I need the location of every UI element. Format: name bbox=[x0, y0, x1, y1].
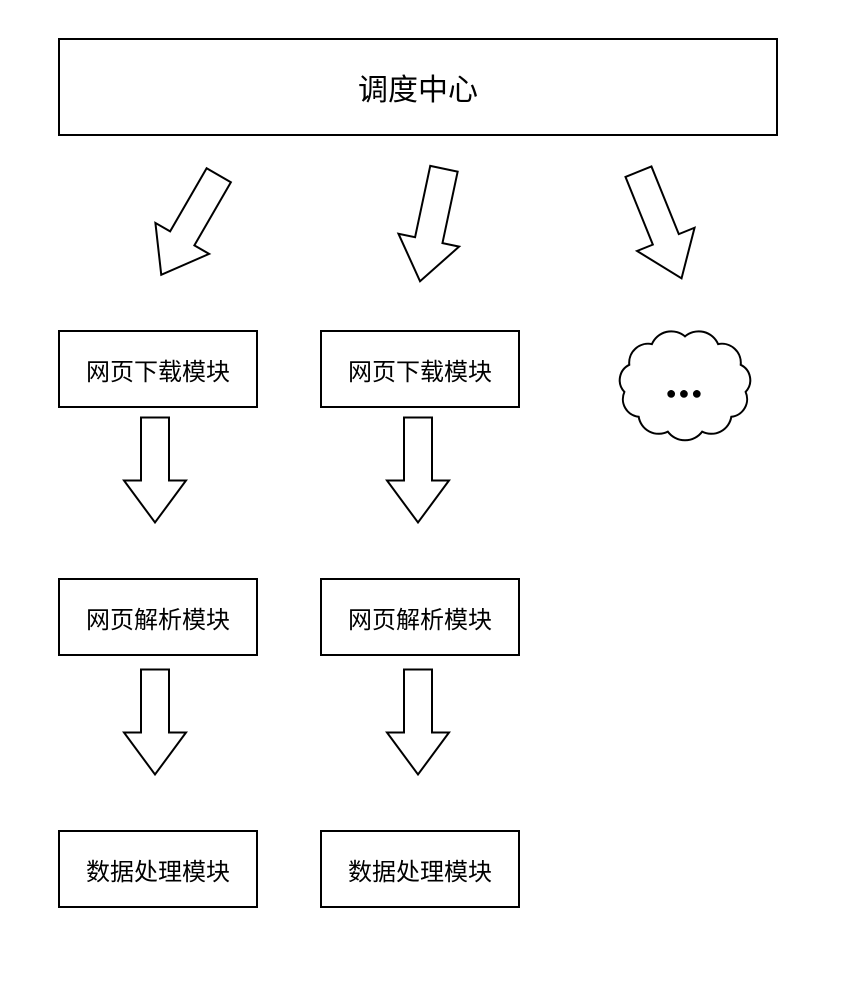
ellipsis-dots: ●●● bbox=[666, 383, 705, 403]
diag-arrow-1 bbox=[134, 160, 245, 291]
diag-arrow-3 bbox=[610, 160, 711, 290]
diagram-svg: ●●● bbox=[0, 0, 856, 1000]
down-arrow-3 bbox=[387, 418, 449, 523]
diag-arrow-2 bbox=[390, 162, 475, 287]
down-arrow-1 bbox=[124, 418, 186, 523]
down-arrow-2 bbox=[124, 670, 186, 775]
down-arrow-4 bbox=[387, 670, 449, 775]
